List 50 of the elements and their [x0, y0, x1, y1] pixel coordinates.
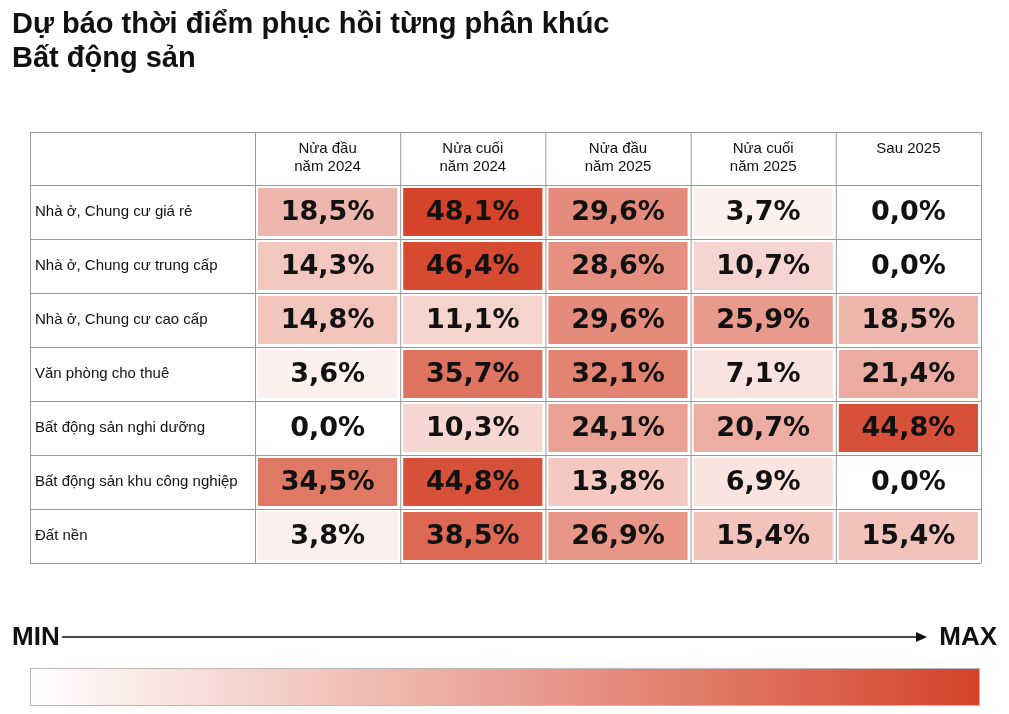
data-label: 18,5%	[280, 195, 375, 227]
data-label: 3,6%	[290, 357, 366, 389]
data-label: 0,0%	[870, 465, 946, 497]
data-label: 38,5%	[425, 519, 520, 551]
color-bar-label: MIN	[12, 621, 60, 652]
data-label: 35,7%	[425, 357, 520, 389]
data-label: 0,0%	[290, 411, 366, 443]
data-label: 26,9%	[571, 519, 665, 551]
x-tick-label: Sau 2025	[876, 138, 941, 156]
data-label: 14,8%	[280, 303, 375, 335]
data-label: 0,0%	[870, 249, 946, 281]
x-tick-label: Nửa cuối năm 2025	[729, 138, 797, 174]
data-label: 10,3%	[425, 411, 520, 443]
data-label: 3,8%	[290, 519, 366, 551]
data-label: 13,8%	[571, 465, 665, 497]
data-label: 25,9%	[716, 303, 811, 335]
chart-title: Dự báo thời điểm phục hồi từng phân khúc Bất động sản	[12, 6, 611, 74]
data-label: 15,4%	[861, 519, 956, 551]
data-label: 46,4%	[425, 249, 520, 281]
data-label: 29,6%	[571, 303, 665, 335]
data-label: 24,1%	[571, 411, 665, 443]
data-label: 15,4%	[716, 519, 811, 551]
data-label: 11,1%	[425, 303, 520, 335]
data-label: 44,8%	[861, 411, 956, 443]
data-label: 48,1%	[425, 195, 520, 227]
data-label: 14,3%	[280, 249, 375, 281]
data-label: 21,4%	[861, 357, 956, 389]
data-label: 10,7%	[716, 249, 811, 281]
y-tick-label: Nhà ở, Chung cư cao cấp	[35, 310, 208, 328]
y-tick-label: Nhà ở, Chung cư trung cấp	[35, 256, 218, 274]
x-tick-label: Nửa đầu năm 2025	[584, 138, 652, 174]
x-tick-label: Nửa cuối năm 2024	[439, 138, 507, 174]
data-label: 0,0%	[870, 195, 946, 227]
y-tick-label: Bất động sản nghi dưỡng	[35, 418, 206, 436]
data-label: 29,6%	[571, 195, 665, 227]
data-label: 6,9%	[725, 465, 801, 497]
y-tick-label: Nhà ở, Chung cư giá rẻ	[35, 202, 193, 220]
x-tick-label: Nửa đầu năm 2024	[294, 138, 361, 174]
data-label: 32,1%	[571, 357, 665, 389]
data-label: 7,1%	[725, 357, 801, 389]
y-tick-label: Đất nền	[35, 526, 88, 544]
y-tick-label: Văn phòng cho thuê	[35, 364, 170, 382]
y-tick-label: Bất động sản khu công nghiệp	[35, 472, 238, 490]
data-label: 34,5%	[280, 465, 375, 497]
data-label: 44,8%	[425, 465, 520, 497]
data-label: 18,5%	[861, 303, 956, 335]
data-label: 28,6%	[571, 249, 665, 281]
data-label: 3,7%	[725, 195, 801, 227]
data-label: 20,7%	[716, 411, 811, 443]
color-bar-label: MAX	[939, 621, 998, 652]
